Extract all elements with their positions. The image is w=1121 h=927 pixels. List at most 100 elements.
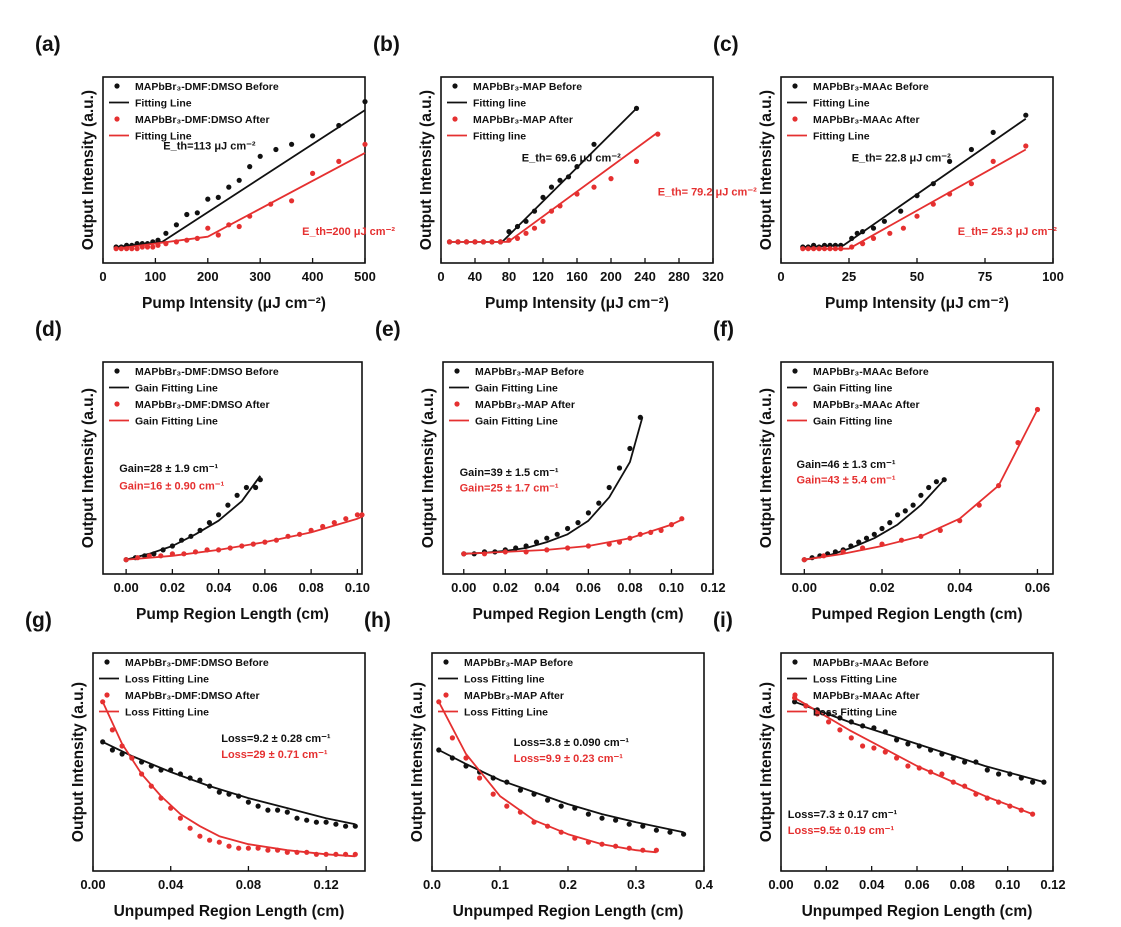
data-point xyxy=(194,235,200,241)
data-point xyxy=(838,246,844,252)
data-point xyxy=(294,849,300,855)
data-point xyxy=(129,755,135,761)
data-point xyxy=(517,809,524,815)
data-point xyxy=(168,767,174,773)
data-point xyxy=(124,246,130,252)
data-point xyxy=(585,510,592,516)
panel-label: (b) xyxy=(373,33,400,56)
x-tick-label: 500 xyxy=(354,269,376,284)
x-tick-label: 0.00 xyxy=(113,580,138,595)
panel-label: (h) xyxy=(364,609,391,632)
x-tick-label: 320 xyxy=(702,269,724,284)
data-point xyxy=(333,821,339,827)
data-point xyxy=(289,198,295,204)
data-point xyxy=(887,230,893,236)
data-point xyxy=(179,537,185,543)
data-point xyxy=(188,533,194,539)
data-point xyxy=(916,743,922,749)
annotation-label: E_th=113 μJ cm⁻² xyxy=(163,140,256,152)
legend-label: MAPbBr₃-MAP Before xyxy=(473,81,582,93)
data-point xyxy=(1018,775,1024,781)
data-point xyxy=(596,500,602,506)
data-point xyxy=(821,246,828,252)
data-point xyxy=(236,223,242,230)
x-axis-label: Pump Region Length (cm) xyxy=(136,606,329,623)
data-point xyxy=(627,445,633,452)
x-tick-label: 0.02 xyxy=(160,580,185,595)
data-point xyxy=(284,809,290,815)
data-point xyxy=(243,484,249,491)
data-point xyxy=(531,791,537,797)
data-point xyxy=(803,703,809,709)
legend-label: Fitting Line xyxy=(135,98,192,110)
legend-label: MAPbBr₃-MAAc Before xyxy=(813,657,929,669)
data-point xyxy=(1030,779,1036,785)
x-axis-label: Unpumped Region Length (cm) xyxy=(453,903,684,920)
x-tick-label: 0.04 xyxy=(158,877,184,892)
data-point xyxy=(320,523,326,530)
x-tick-label: 0 xyxy=(437,269,444,284)
data-point xyxy=(273,537,279,543)
fitting-line xyxy=(463,517,685,555)
data-point xyxy=(905,741,911,747)
x-axis-label: Unpumped Region Length (cm) xyxy=(802,903,1033,920)
data-point xyxy=(362,141,368,147)
data-point xyxy=(134,246,140,252)
x-tick-label: 0.12 xyxy=(313,877,338,892)
data-point xyxy=(514,223,521,230)
data-point xyxy=(169,551,175,557)
x-tick-label: 0.08 xyxy=(236,877,261,892)
panel-i: (i) 0.00 0.02 0.04 0.06 0.08 0.10 0.12 Unpumped … xyxy=(713,609,1066,920)
data-point xyxy=(226,184,232,190)
data-point xyxy=(860,229,866,235)
data-point xyxy=(653,827,660,833)
x-tick-label: 0.04 xyxy=(534,580,560,595)
data-point xyxy=(832,246,839,252)
data-point xyxy=(187,825,193,831)
annotation-label: E_th= 22.8 μJ cm⁻² xyxy=(852,152,951,164)
data-point xyxy=(343,851,349,857)
x-tick-label: 0.4 xyxy=(695,877,714,892)
data-point xyxy=(616,465,623,471)
data-point xyxy=(113,246,119,252)
data-point xyxy=(139,759,145,765)
data-point xyxy=(206,520,212,526)
data-point xyxy=(558,803,564,809)
panel-label: (g) xyxy=(25,609,52,632)
data-point xyxy=(119,751,125,757)
x-tick-label: 0.00 xyxy=(451,580,476,595)
data-point xyxy=(947,191,953,197)
data-point xyxy=(192,549,199,555)
data-point xyxy=(950,779,956,785)
annotation-label: E_th= 69.6 μJ cm⁻² xyxy=(522,152,621,164)
legend: MAPbBr₃-MAP Before Gain Fitting Line MAPbB… xyxy=(449,366,584,428)
data-point xyxy=(362,99,368,105)
data-point xyxy=(585,811,592,817)
data-point xyxy=(155,242,161,248)
annotation-label: E_th=200 μJ cm⁻² xyxy=(302,226,395,238)
legend: MAPbBr₃-MAP Before Loss Fitting line MAPbB… xyxy=(438,657,573,719)
data-point xyxy=(119,743,125,749)
legend-label: Gain Fitting Line xyxy=(135,383,218,395)
data-point xyxy=(544,535,550,541)
data-point xyxy=(245,845,251,851)
data-point xyxy=(257,153,263,159)
data-point xyxy=(871,531,877,537)
panel-d: (d) 0.00 0.02 0.04 0.06 0.08 0.10 Pump Region L… xyxy=(35,318,370,623)
data-point xyxy=(572,805,578,811)
annotation-label: Loss=7.3 ± 0.17 cm⁻¹ xyxy=(788,809,898,821)
legend-marker xyxy=(114,83,120,89)
data-point xyxy=(463,239,470,245)
data-point xyxy=(792,699,798,705)
data-point xyxy=(294,815,300,821)
data-point xyxy=(840,549,846,555)
x-axis-label: Pump Intensity (μJ cm⁻²) xyxy=(825,295,1009,312)
legend: MAPbBr₃-DMF:DMSO Before Loss Fitting Line… xyxy=(99,657,269,719)
data-point xyxy=(996,483,1002,489)
data-point xyxy=(352,823,358,829)
legend-label: MAPbBr₃-MAP After xyxy=(473,114,573,126)
data-point xyxy=(205,225,211,231)
data-point xyxy=(226,791,232,797)
data-point xyxy=(506,237,512,243)
y-axis-label: Output Intensity (a.u.) xyxy=(420,388,437,548)
